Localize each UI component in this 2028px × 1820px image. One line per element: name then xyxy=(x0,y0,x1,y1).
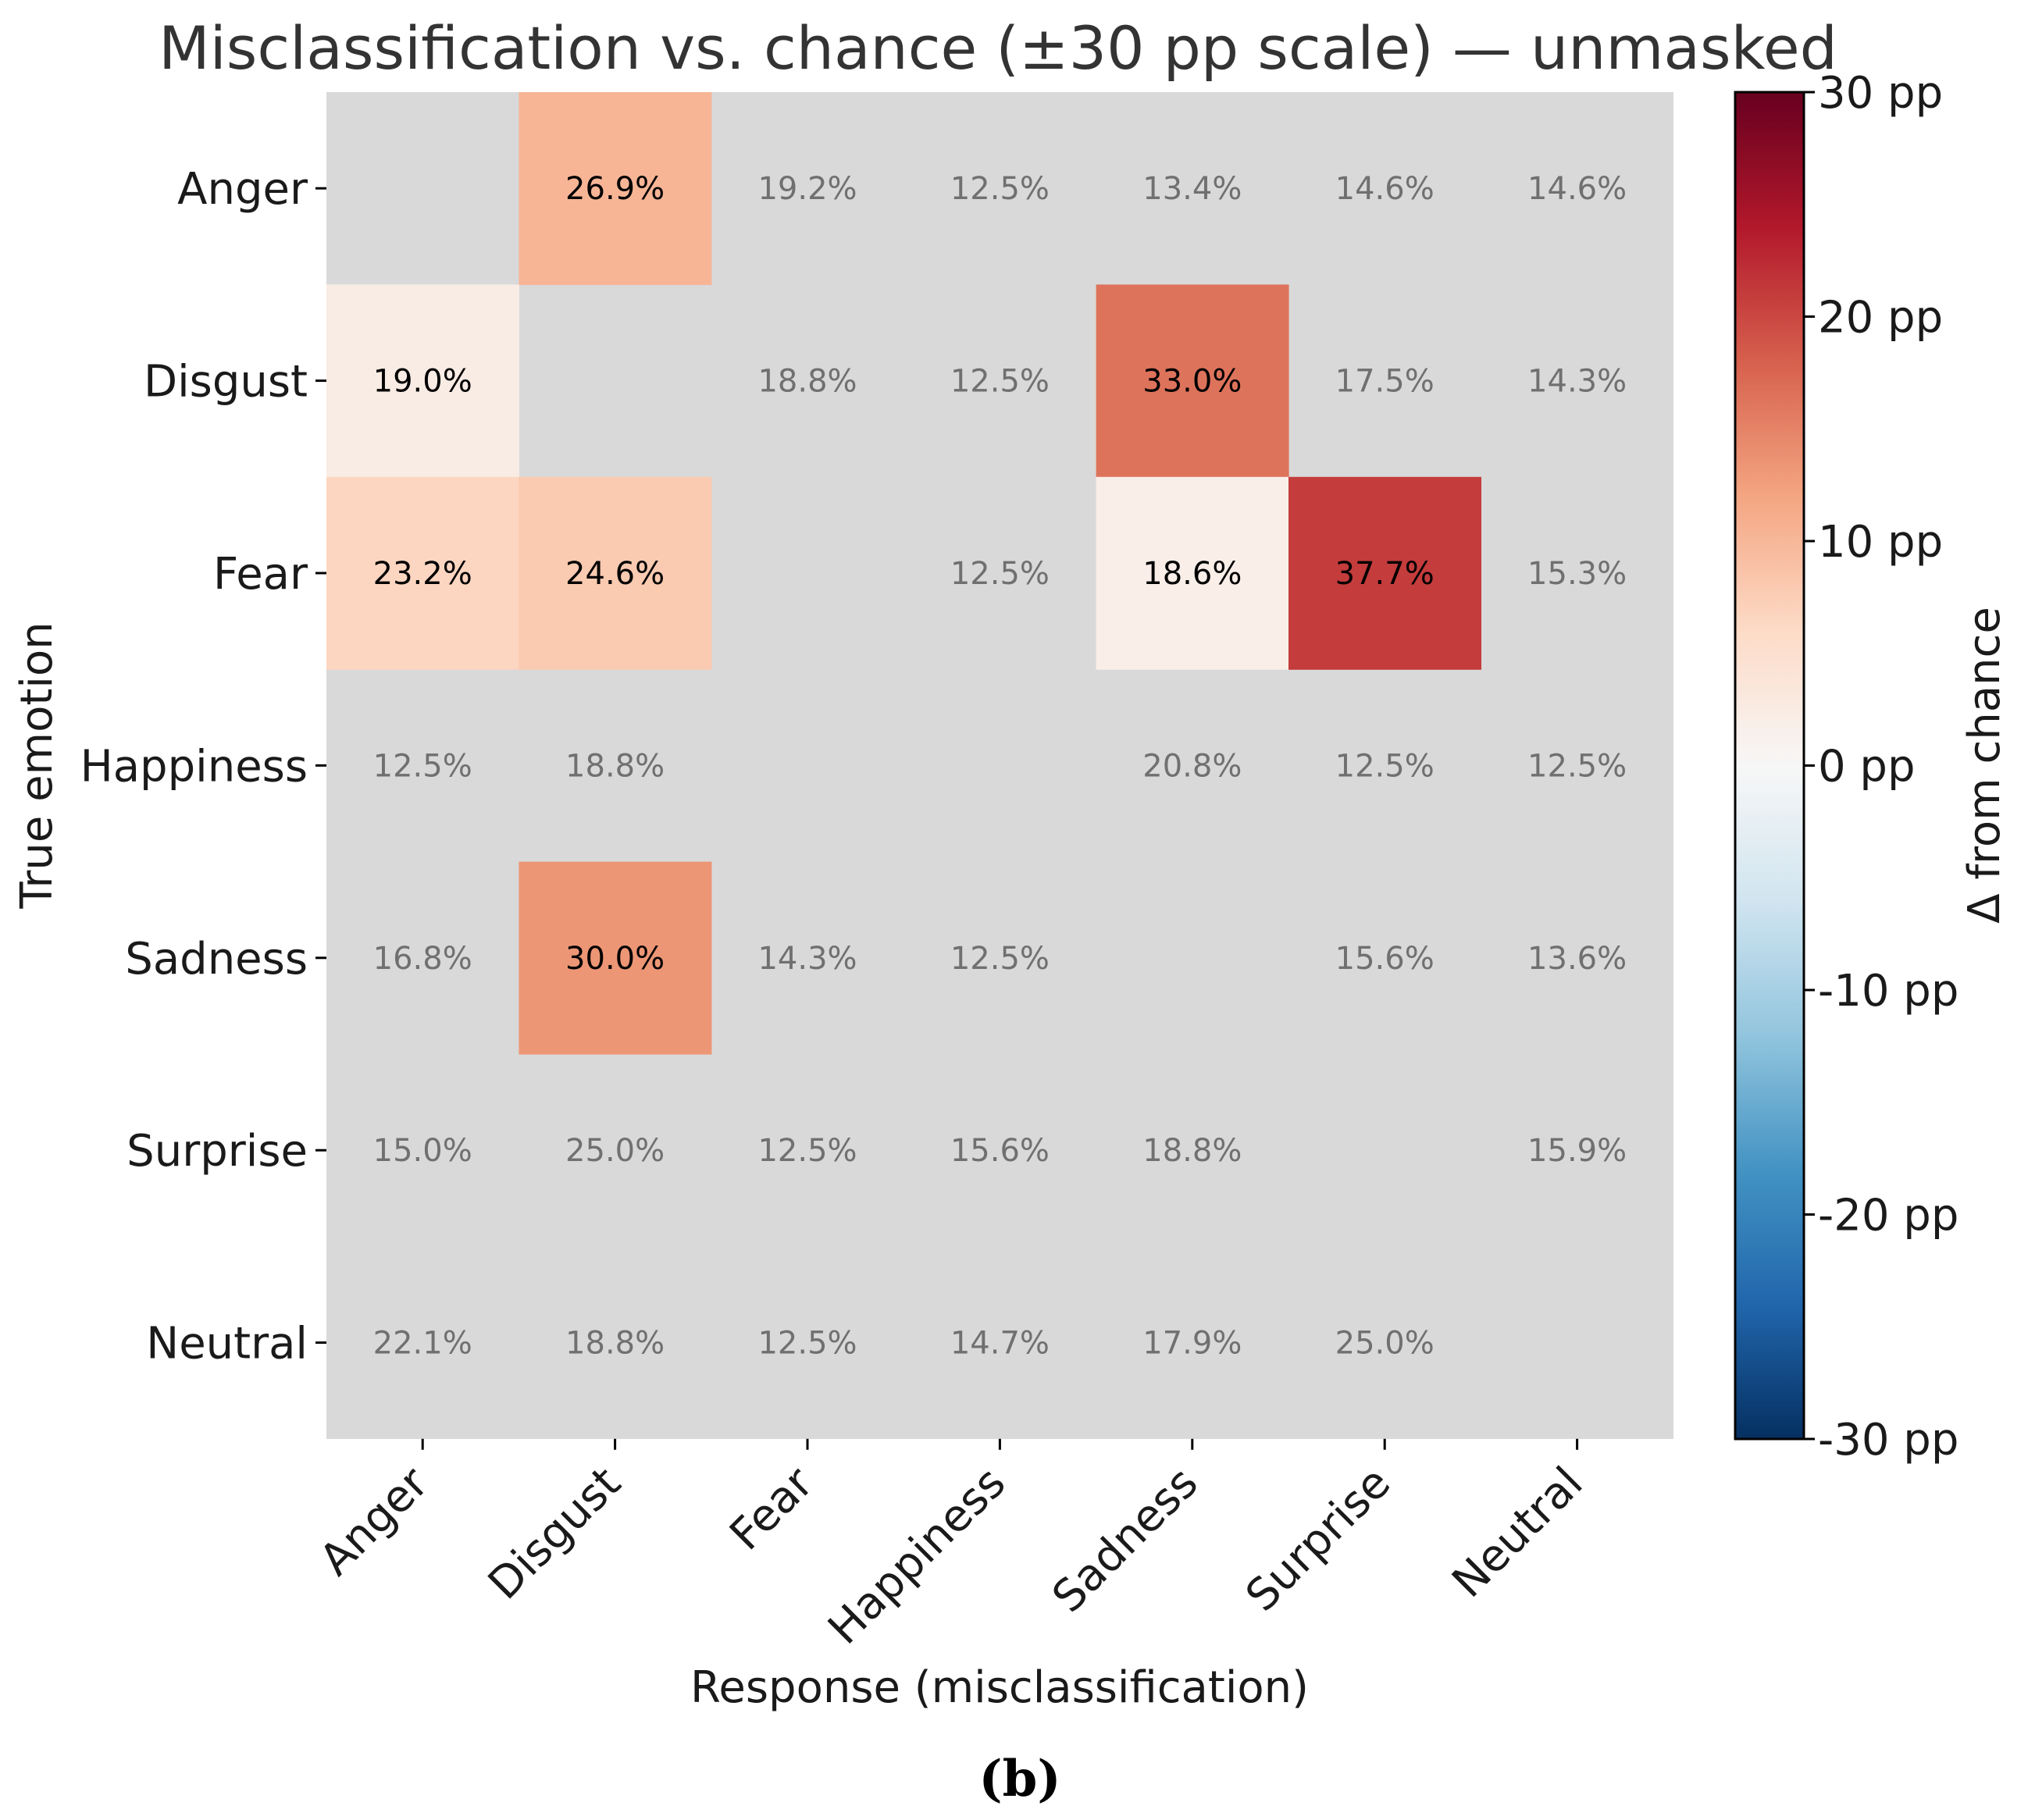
y-tick-label: Neutral xyxy=(146,1319,308,1369)
x-tick-label: Sadness xyxy=(1043,1458,1207,1622)
plot-area xyxy=(326,92,1673,1439)
heatmap-cell-fear-disgust xyxy=(519,476,712,670)
colorbar-tick-label: 20 pp xyxy=(1818,293,1943,344)
heatmap-cell-fear-surprise xyxy=(1288,476,1481,670)
y-tick-label: Fear xyxy=(213,549,308,600)
colorbar xyxy=(1734,91,1805,1441)
heatmap-cell-anger-disgust xyxy=(519,92,712,285)
heatmap-cell-fear-sadness xyxy=(1096,476,1289,670)
cell-value-label: 12.5% xyxy=(950,364,1050,400)
cell-value-label: 12.5% xyxy=(1335,748,1435,784)
cell-value-label: 16.8% xyxy=(373,941,472,977)
colorbar-tick-label: -10 pp xyxy=(1818,966,1958,1017)
cell-value-label: 14.3% xyxy=(1527,364,1627,400)
cell-value-label: 14.7% xyxy=(950,1326,1050,1362)
y-tick-label: Sadness xyxy=(125,934,308,985)
cell-value-label: 12.5% xyxy=(950,941,1050,977)
cell-value-label: 12.5% xyxy=(757,1133,857,1169)
heatmap-cell-fear-anger xyxy=(326,476,519,670)
cell-value-label: 25.0% xyxy=(565,1133,665,1169)
cell-value-label: 19.2% xyxy=(757,171,857,207)
colorbar-tick-label: 0 pp xyxy=(1818,742,1916,792)
cell-value-label: 12.5% xyxy=(1527,748,1627,784)
heatmap-cell-labels: 26.9% 19.2% 12.5% 13.4% 14.6% 14.6% 19.0% 18.8%… xyxy=(373,171,1627,1361)
cell-value-label: 15.9% xyxy=(1527,1133,1627,1169)
cell-value-label: 12.5% xyxy=(757,1326,857,1362)
chart-title: Misclassification vs. chance (±30 pp sca… xyxy=(159,13,1837,83)
cell-value-label: 22.1% xyxy=(373,1326,472,1362)
cell-value-label: 20.8% xyxy=(1142,748,1242,784)
x-tick-label: Happiness xyxy=(818,1458,1015,1654)
cell-value-label: 19.0% xyxy=(373,364,472,400)
cell-value-label: 23.2% xyxy=(373,556,472,592)
cell-value-label: 13.4% xyxy=(1142,171,1242,207)
y-tick-label: Disgust xyxy=(144,357,308,408)
heatmap-cell-disgust-anger xyxy=(326,284,519,478)
colorbar-tick-label: 10 pp xyxy=(1818,517,1943,568)
cell-value-label: 24.6% xyxy=(565,556,665,592)
cell-value-label: 18.8% xyxy=(757,364,857,400)
cell-value-label: 14.6% xyxy=(1335,171,1435,207)
heatmap-cell-sadness-disgust xyxy=(519,861,712,1055)
cell-value-label: 12.5% xyxy=(373,748,472,784)
cell-value-label: 37.7% xyxy=(1335,556,1435,592)
x-axis-label: Response (misclassification) xyxy=(690,1662,1309,1713)
x-tick-label: Disgust xyxy=(479,1458,630,1609)
colorbar-tick-label: -20 pp xyxy=(1818,1191,1958,1241)
cell-value-label: 17.5% xyxy=(1335,364,1435,400)
cell-value-label: 12.5% xyxy=(950,171,1050,207)
cell-value-label: 12.5% xyxy=(950,556,1050,592)
cell-value-label: 18.8% xyxy=(565,1326,665,1362)
cell-value-label: 18.8% xyxy=(565,748,665,784)
colorbar-ticks: 30 pp 20 pp 10 pp 0 pp -10 pp -20 pp -30 pp xyxy=(1804,68,1958,1466)
colorbar-tick-label: 30 pp xyxy=(1818,68,1943,119)
y-tick-label: Anger xyxy=(177,164,308,215)
panel-label: (b) xyxy=(978,1750,1060,1808)
heatmap-cell-disgust-sadness xyxy=(1096,284,1289,478)
cell-value-label: 25.0% xyxy=(1335,1326,1435,1362)
cell-value-label: 14.3% xyxy=(757,941,857,977)
cell-value-label: 18.8% xyxy=(1142,1133,1242,1169)
cell-value-label: 15.3% xyxy=(1527,556,1627,592)
y-axis-ticks: Anger Disgust Fear Happiness Sadness Surprise… xyxy=(80,164,326,1369)
cell-value-label: 33.0% xyxy=(1142,364,1242,400)
cell-value-label: 17.9% xyxy=(1142,1326,1242,1362)
x-tick-label: Surprise xyxy=(1236,1458,1400,1622)
x-tick-label: Neutral xyxy=(1442,1458,1592,1608)
x-tick-label: Fear xyxy=(720,1457,823,1560)
cell-value-label: 14.6% xyxy=(1527,171,1627,207)
cell-value-label: 18.6% xyxy=(1142,556,1242,592)
colorbar-tick-label: -30 pp xyxy=(1818,1415,1958,1466)
cell-value-label: 15.0% xyxy=(373,1133,472,1169)
cell-value-label: 26.9% xyxy=(565,171,665,207)
y-tick-label: Surprise xyxy=(127,1126,308,1177)
x-tick-label: Anger xyxy=(310,1457,439,1586)
cell-value-label: 15.6% xyxy=(1335,941,1435,977)
cell-value-label: 15.6% xyxy=(950,1133,1050,1169)
y-axis-label: True emotion xyxy=(12,622,62,909)
y-tick-label: Happiness xyxy=(80,741,308,792)
cell-value-label: 13.6% xyxy=(1527,941,1627,977)
colorbar-label: Δ from chance xyxy=(1959,607,2010,924)
cell-value-label: 30.0% xyxy=(565,941,665,977)
heatmap-cells xyxy=(326,92,1481,1055)
